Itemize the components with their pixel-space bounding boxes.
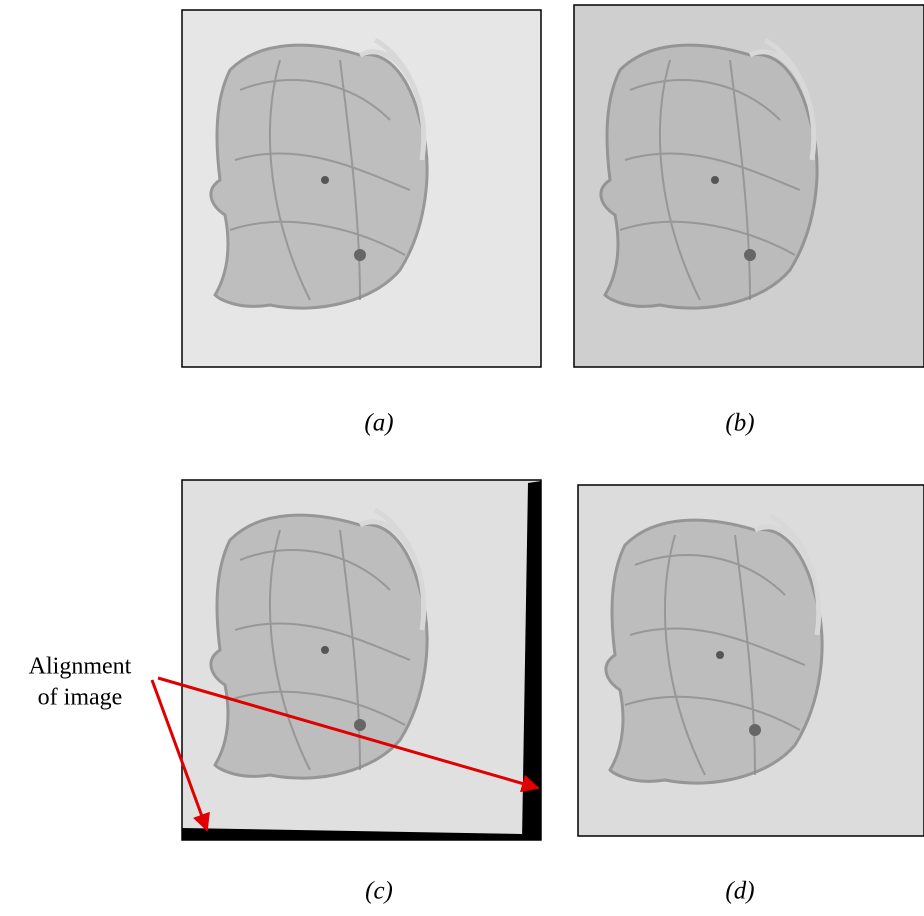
panel-b bbox=[574, 5, 924, 367]
caption: (c) bbox=[365, 878, 393, 905]
panel-a bbox=[182, 10, 541, 367]
annotation-text: of image bbox=[38, 685, 123, 711]
panel-d bbox=[578, 485, 924, 836]
caption: (d) bbox=[725, 878, 754, 905]
panel-c bbox=[182, 480, 541, 840]
caption: (a) bbox=[364, 410, 393, 437]
caption: (b) bbox=[725, 410, 754, 437]
figure: (a) (b) (c) (d) Alignment of image bbox=[0, 0, 924, 916]
annotation-text: Alignment bbox=[29, 654, 132, 680]
